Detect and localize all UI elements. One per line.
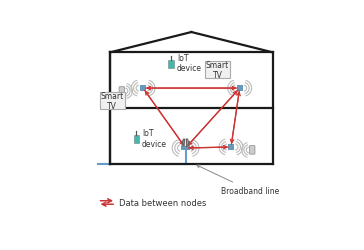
- Text: IoT
device: IoT device: [142, 129, 167, 148]
- Bar: [228, 144, 234, 150]
- Bar: [237, 86, 243, 92]
- Text: Broadband line: Broadband line: [197, 165, 280, 195]
- FancyBboxPatch shape: [119, 87, 124, 96]
- Bar: [100, 93, 125, 110]
- Text: Smart
TV: Smart TV: [100, 92, 124, 111]
- Bar: [205, 62, 230, 78]
- Bar: [181, 146, 190, 151]
- Text: Smart
TV: Smart TV: [206, 61, 229, 80]
- Bar: [169, 60, 174, 69]
- Bar: [140, 86, 146, 92]
- Text: Data between nodes: Data between nodes: [119, 198, 206, 207]
- Text: IoT
device: IoT device: [177, 54, 202, 73]
- FancyBboxPatch shape: [250, 146, 255, 154]
- Bar: [134, 136, 139, 144]
